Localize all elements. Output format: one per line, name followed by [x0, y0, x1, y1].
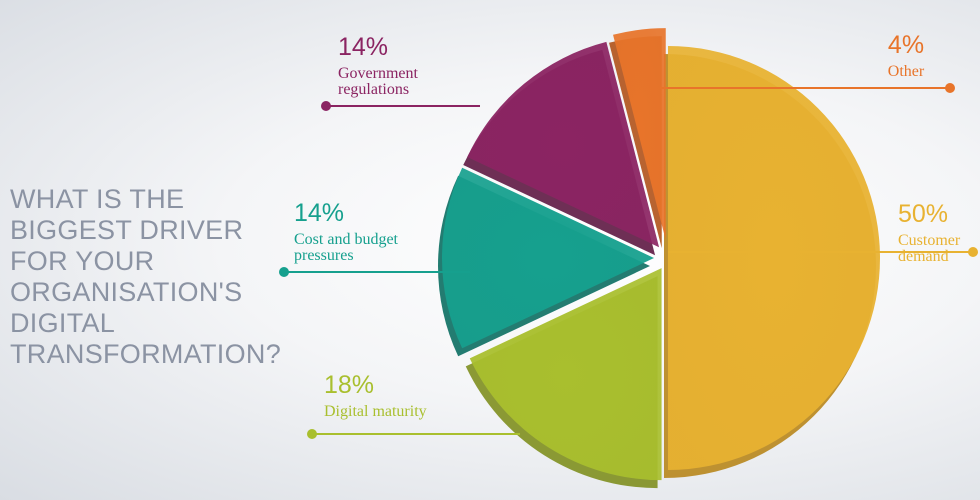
slice-category-label: pressures	[294, 247, 354, 264]
slice-value-label: 14%	[338, 33, 388, 61]
pie-slice-digital-maturity	[469, 268, 662, 481]
slice-category-label: Cost and budget	[294, 231, 399, 248]
slice-value-label: 18%	[324, 371, 374, 399]
slice-category-label: regulations	[338, 81, 409, 98]
pie-slice-other	[613, 28, 666, 241]
leader-dot	[307, 429, 317, 439]
slice-category-label: demand	[898, 248, 949, 265]
leader-dot	[321, 101, 331, 111]
slice-category-label: Digital maturity	[324, 403, 427, 420]
chart-question-title: WHAT IS THE BIGGEST DRIVER FOR YOUR ORGA…	[10, 184, 282, 369]
slice-category-label: Other	[888, 63, 925, 80]
slice-value-label: 50%	[898, 200, 948, 228]
slice-category-label: Government	[338, 65, 419, 82]
leader-dot	[945, 83, 955, 93]
pie-slice-cost-and-budget-pressures	[442, 167, 654, 349]
leader-dot	[279, 267, 289, 277]
leader-dot	[968, 247, 978, 257]
pie-slice-customer-demand	[668, 46, 880, 470]
slice-value-label: 14%	[294, 199, 344, 227]
pie-slice-government-regulations	[467, 41, 660, 248]
slice-value-label: 4%	[888, 31, 924, 59]
slice-category-label: Customer	[898, 232, 961, 249]
